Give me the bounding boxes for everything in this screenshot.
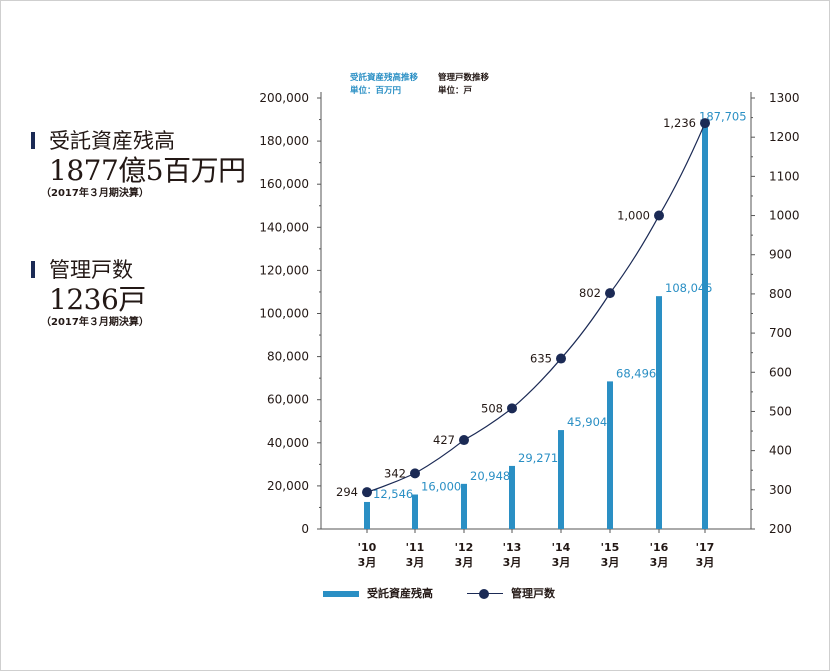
line-data-label: 294 (336, 485, 358, 499)
line-data-label: 635 (530, 352, 552, 366)
y-right-tick-label: 900 (769, 248, 792, 262)
line-point (362, 487, 372, 498)
legend-bar-label: 受託資産残高 (367, 587, 433, 600)
bar (607, 381, 613, 529)
bar (558, 430, 564, 529)
x-tick-label-year: '13 (503, 541, 522, 554)
y-left-tick-label: 20,000 (267, 479, 309, 493)
bar (461, 483, 467, 529)
y-left-tick-label: 200,000 (259, 91, 309, 105)
x-tick-label-month: 3月 (552, 556, 571, 569)
legend-bar: 受託資産残高 (323, 585, 433, 601)
x-tick-label-month: 3月 (406, 556, 425, 569)
bar-data-label: 16,000 (421, 480, 461, 494)
bar (364, 501, 370, 529)
y-left-tick-label: 140,000 (259, 220, 309, 234)
y-right-tick-label: 1100 (769, 169, 800, 183)
bar-series-unit: 単位：百万円 (350, 86, 402, 96)
bar-series-header: 受託資産残高推移 単位：百万円 (350, 72, 418, 98)
line-data-label: 802 (579, 286, 601, 300)
units-summary-value: 1236戸 (49, 283, 146, 316)
bar (509, 465, 515, 529)
bar-data-label: 68,496 (616, 366, 656, 380)
bar-data-label: 45,904 (567, 415, 607, 429)
y-right-tick-label: 700 (769, 326, 792, 340)
y-right-tick-label: 600 (769, 365, 792, 379)
x-tick-label-month: 3月 (601, 556, 620, 569)
y-left-tick-label: 60,000 (267, 393, 309, 407)
y-left-tick-label: 180,000 (259, 134, 309, 148)
line-data-label: 508 (481, 401, 503, 415)
y-left-tick-label: 80,000 (267, 350, 309, 364)
line-series-unit: 単位：戸 (438, 86, 473, 96)
x-tick-label-month: 3月 (503, 556, 522, 569)
y-left-tick-label: 40,000 (267, 436, 309, 450)
x-tick-label-year: '11 (406, 541, 425, 554)
bar (656, 296, 662, 529)
bar (412, 494, 418, 529)
y-right-tick-label: 300 (769, 483, 792, 497)
line-point (700, 118, 710, 129)
line-point (459, 435, 469, 446)
y-right-tick-label: 400 (769, 444, 792, 458)
assets-summary-note: （2017年３月期決算） (41, 188, 149, 199)
y-left-tick-label: 0 (301, 522, 309, 536)
legend-line: 管理戸数 (467, 585, 555, 601)
assets-summary-label: 受託資産残高 (31, 129, 246, 153)
bar-data-label: 108,045 (665, 281, 713, 295)
bar-data-label: 12,546 (373, 487, 413, 501)
y-right-tick-label: 1300 (769, 91, 800, 105)
line-point (507, 403, 517, 414)
line-series-header: 管理戸数推移 単位：戸 (438, 72, 489, 98)
x-tick-label-year: '14 (552, 541, 571, 554)
legend-line-label: 管理戸数 (511, 587, 555, 600)
line-series-path (366, 122, 706, 493)
x-tick-label-year: '16 (650, 541, 669, 554)
line-data-label: 427 (433, 433, 455, 447)
legend-line-swatch (467, 588, 503, 600)
legend-bar-swatch (323, 591, 359, 597)
line-point (605, 288, 615, 299)
x-tick-label-year: '12 (455, 541, 474, 554)
y-left-tick-label: 160,000 (259, 177, 309, 191)
units-summary-label: 管理戸数 (31, 258, 149, 282)
units-summary-note: （2017年３月期決算） (41, 317, 149, 328)
x-tick-label-year: '15 (601, 541, 620, 554)
x-tick-label-month: 3月 (650, 556, 669, 569)
bar-data-label: 29,271 (518, 451, 558, 465)
bar-series-title: 受託資産残高推移 (350, 73, 419, 83)
x-tick-label-month: 3月 (455, 556, 474, 569)
line-point (410, 468, 420, 479)
line-point (654, 210, 664, 221)
bar-data-label: 20,948 (470, 469, 510, 483)
y-right-tick-label: 200 (769, 522, 792, 536)
bar (702, 124, 708, 529)
y-right-tick-label: 500 (769, 404, 792, 418)
units-summary: 管理戸数 1236戸 （2017年３月期決算） (31, 258, 149, 329)
line-data-label: 342 (384, 466, 406, 480)
x-tick-label-year: '17 (696, 541, 715, 554)
y-right-tick-label: 800 (769, 287, 792, 301)
line-data-label: 1,000 (617, 209, 650, 223)
x-tick-label-month: 3月 (696, 556, 715, 569)
line-data-label: 1,236 (663, 116, 696, 130)
assets-summary-value: 1877億5百万円 (49, 154, 246, 187)
line-series-title: 管理戸数推移 (438, 73, 490, 83)
x-tick-label-month: 3月 (358, 556, 377, 569)
bar-data-label: 187,705 (699, 109, 747, 123)
x-tick-label-year: '10 (358, 541, 377, 554)
y-left-tick-label: 120,000 (259, 263, 309, 277)
y-left-tick-label: 100,000 (259, 307, 309, 321)
y-right-tick-label: 1000 (769, 209, 800, 223)
assets-summary: 受託資産残高 1877億5百万円 （2017年３月期決算） (31, 129, 246, 200)
line-point (556, 353, 566, 364)
y-right-tick-label: 1200 (769, 130, 800, 144)
